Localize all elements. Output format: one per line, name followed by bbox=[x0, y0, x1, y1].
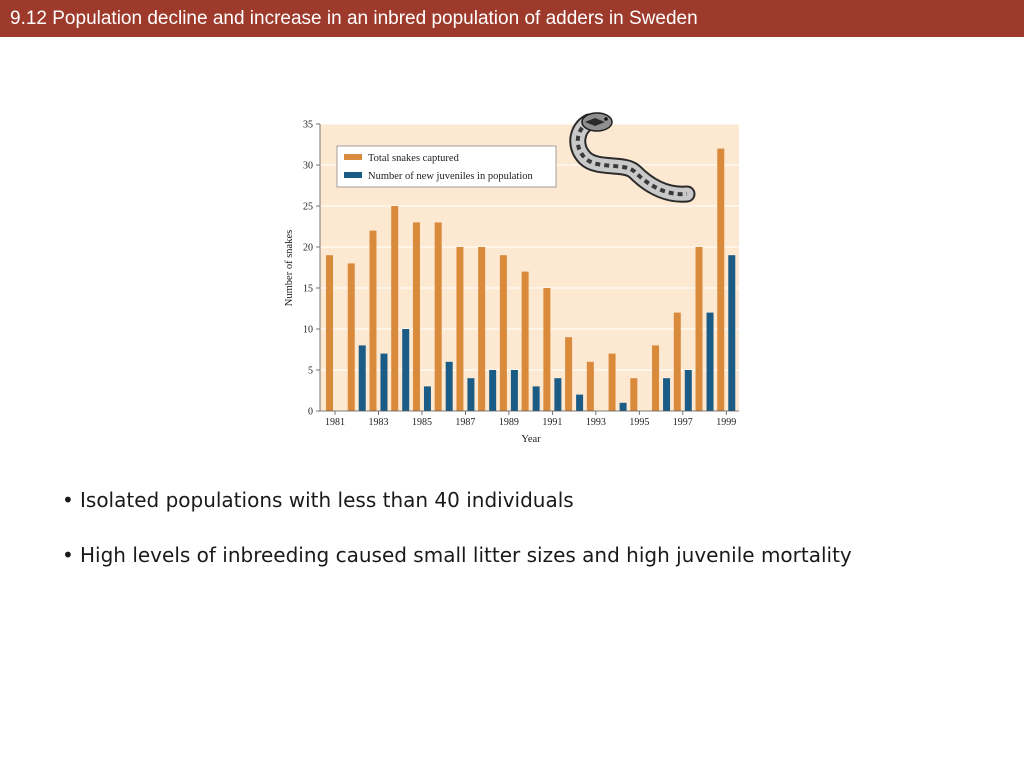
bar-juveniles bbox=[576, 394, 584, 411]
bar-total bbox=[391, 206, 399, 411]
x-tick-label: 1999 bbox=[716, 417, 736, 428]
x-tick-label: 1981 bbox=[325, 417, 345, 428]
bar-total bbox=[326, 255, 333, 411]
bar-juveniles bbox=[423, 386, 431, 411]
legend-label-total: Total snakes captured bbox=[368, 153, 460, 164]
bar-total bbox=[565, 337, 573, 411]
chart-legend: Total snakes captured Number of new juve… bbox=[336, 145, 557, 188]
bar-chart-svg: 0 5 10 15 20 25 30 35 1981 1983 1985 1987 1989 1991 19… bbox=[284, 112, 739, 445]
bullet-marker: • bbox=[62, 543, 74, 567]
bar-total bbox=[434, 222, 442, 411]
bars bbox=[326, 148, 736, 411]
bar-total bbox=[456, 247, 464, 411]
legend-swatch-juveniles bbox=[344, 172, 362, 178]
x-tick-label: 1985 bbox=[412, 417, 432, 428]
legend-swatch-total bbox=[344, 154, 362, 160]
bar-juveniles bbox=[402, 329, 410, 411]
bar-total bbox=[521, 271, 529, 411]
bar-juveniles bbox=[619, 402, 627, 411]
y-tick-label: 15 bbox=[303, 284, 313, 295]
y-tick-label: 0 bbox=[308, 407, 313, 418]
axes: 0 5 10 15 20 25 30 35 1981 1983 1985 1987 1989 1991 19… bbox=[303, 120, 739, 428]
x-tick-label: 1993 bbox=[586, 417, 606, 428]
y-tick-label: 5 bbox=[308, 366, 313, 377]
x-tick-label: 1989 bbox=[499, 417, 519, 428]
x-tick-label: 1983 bbox=[368, 417, 388, 428]
y-tick-label: 20 bbox=[303, 243, 313, 254]
y-tick-label: 25 bbox=[303, 202, 313, 213]
bar-total bbox=[630, 378, 638, 411]
bar-total bbox=[608, 353, 616, 411]
y-tick-label: 35 bbox=[303, 120, 313, 131]
x-tick-label: 1995 bbox=[629, 417, 649, 428]
bar-juveniles bbox=[489, 370, 497, 411]
population-chart: 0 5 10 15 20 25 30 35 1981 1983 1985 1987 1989 1991 19… bbox=[278, 112, 748, 450]
y-tick-label: 10 bbox=[303, 325, 313, 336]
bullet-marker: • bbox=[62, 488, 74, 512]
slide-title: 9.12 Population decline and increase in … bbox=[10, 7, 698, 29]
legend-box bbox=[336, 145, 557, 188]
bar-juveniles bbox=[445, 361, 453, 411]
bullet-text: Isolated populations with less than 40 i… bbox=[80, 488, 574, 512]
bar-juveniles bbox=[510, 370, 518, 411]
bar-juveniles bbox=[467, 378, 475, 411]
bullet-list: • Isolated populations with less than 40… bbox=[62, 486, 892, 596]
y-axis-label: Number of snakes bbox=[284, 230, 295, 306]
bullet-item: • Isolated populations with less than 40… bbox=[62, 486, 892, 514]
bar-total bbox=[478, 247, 486, 411]
bar-total bbox=[673, 312, 681, 411]
y-tick-label: 30 bbox=[303, 161, 313, 172]
bar-total bbox=[412, 222, 420, 411]
bar-total bbox=[347, 263, 355, 411]
bar-total bbox=[652, 345, 660, 411]
bullet-text: High levels of inbreeding caused small l… bbox=[80, 543, 852, 567]
bar-total bbox=[586, 361, 594, 411]
bar-juveniles bbox=[358, 345, 366, 411]
bar-total bbox=[695, 247, 703, 411]
bar-juveniles bbox=[663, 378, 671, 411]
bar-juveniles bbox=[380, 353, 388, 411]
slide-title-bar: 9.12 Population decline and increase in … bbox=[0, 0, 1024, 37]
bar-total bbox=[543, 288, 551, 411]
x-tick-label: 1997 bbox=[673, 417, 693, 428]
x-tick-label: 1991 bbox=[542, 417, 562, 428]
bar-juveniles bbox=[532, 386, 540, 411]
bar-juveniles bbox=[728, 255, 736, 411]
bar-juveniles bbox=[706, 312, 714, 411]
bar-juveniles bbox=[554, 378, 562, 411]
x-axis-label: Year bbox=[521, 434, 541, 445]
legend-label-juveniles: Number of new juveniles in population bbox=[368, 171, 534, 182]
bar-juveniles bbox=[684, 370, 692, 411]
bullet-item: • High levels of inbreeding caused small… bbox=[62, 541, 892, 569]
x-tick-label: 1987 bbox=[455, 417, 475, 428]
bar-total bbox=[369, 230, 377, 411]
adder-illustration bbox=[569, 112, 696, 203]
bar-total bbox=[499, 255, 507, 411]
bar-total bbox=[717, 148, 725, 411]
